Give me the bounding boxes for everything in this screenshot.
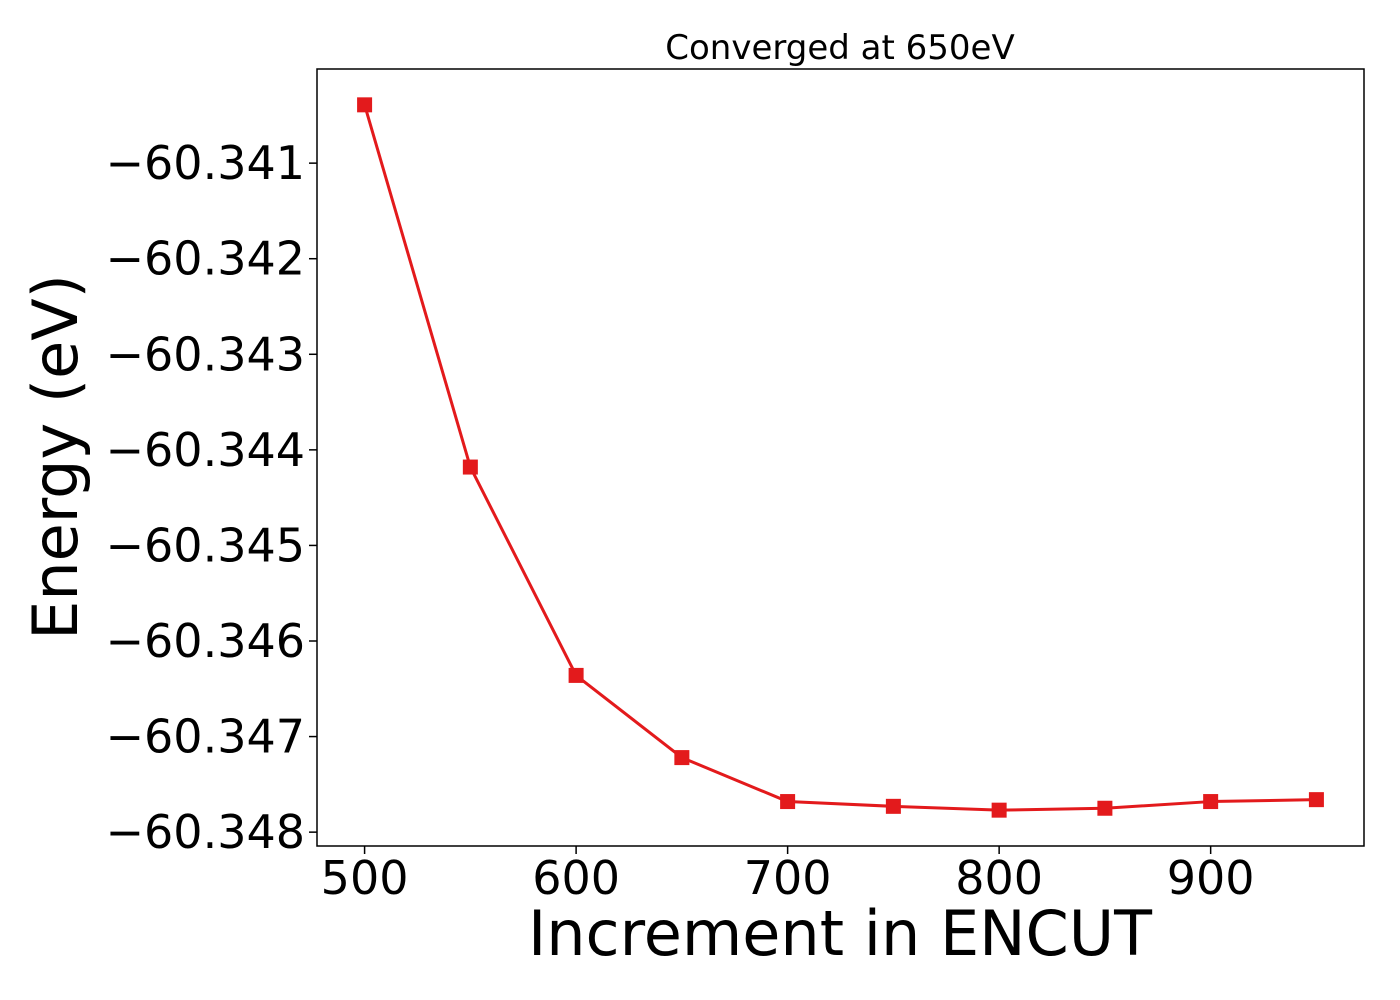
x-axis-label: Increment in ENCUT: [528, 897, 1153, 970]
y-tick-label: −60.345: [106, 518, 306, 572]
data-point-marker: [674, 750, 690, 766]
y-axis-ticks: −60.341 −60.342 −60.343 −60.344 −60.345 −60.3…: [106, 136, 317, 859]
y-tick-label: −60.344: [106, 423, 306, 477]
y-tick-label: −60.348: [106, 805, 306, 859]
series-markers: [357, 97, 1324, 818]
x-tick-label: 800: [955, 851, 1043, 905]
data-point-marker: [1308, 792, 1324, 808]
x-tick-label: 700: [744, 851, 832, 905]
y-tick-label: −60.341: [106, 136, 306, 190]
data-point-marker: [991, 802, 1007, 818]
x-tick-label: 500: [321, 851, 409, 905]
data-point-marker: [1097, 800, 1113, 816]
y-tick-label: −60.347: [106, 710, 306, 764]
y-tick-label: −60.342: [106, 232, 306, 286]
data-point-marker: [462, 459, 478, 475]
y-axis-label: Energy (eV): [19, 274, 92, 640]
y-tick-label: −60.346: [106, 614, 306, 668]
x-tick-label: 900: [1167, 851, 1255, 905]
x-tick-label: 600: [532, 851, 620, 905]
y-tick-label: −60.343: [106, 327, 306, 381]
data-point-marker: [357, 97, 373, 113]
series-line: [363, 104, 1317, 812]
chart-title: Converged at 650eV: [665, 28, 1014, 68]
x-axis-ticks: 500 600 700 800 900: [321, 846, 1255, 905]
data-point-marker: [885, 798, 901, 814]
data-point-marker: [1203, 794, 1219, 810]
data-point-marker: [568, 667, 584, 683]
plot-area-frame: [316, 68, 1365, 847]
data-point-marker: [780, 794, 796, 810]
series-energy: [357, 97, 1324, 818]
